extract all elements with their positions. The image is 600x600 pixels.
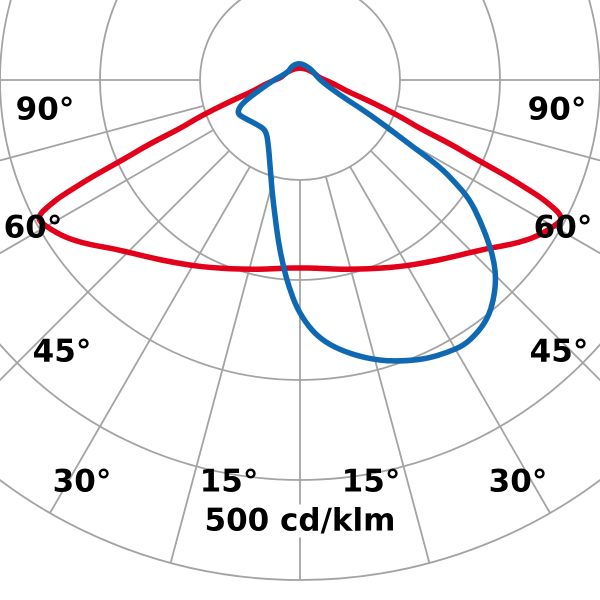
grid-ring — [199, 0, 401, 181]
gamma-label-90-left: 90° — [15, 91, 75, 128]
grid-ray — [0, 129, 214, 255]
scale-label: 500 cd/klm — [198, 504, 402, 538]
gamma-label-60-left: 60° — [3, 209, 63, 246]
grid-ray — [169, 176, 275, 564]
polar-grid — [0, 0, 600, 581]
grid-ray — [370, 150, 600, 382]
grid-ray — [396, 105, 600, 162]
red-curve — [36, 65, 564, 272]
grid-ray — [325, 176, 431, 564]
grid-ray — [49, 166, 251, 514]
grid-ray — [0, 150, 230, 382]
grid-ray — [349, 166, 551, 514]
gamma-label-45-right: 45° — [529, 333, 589, 370]
gamma-label-15-left: 15° — [199, 463, 259, 500]
grid-ray — [386, 129, 600, 255]
blue-curve — [235, 61, 499, 364]
gamma-label-60-right: 60° — [533, 209, 593, 246]
gamma-label-15-right: 15° — [341, 463, 401, 500]
grid-ray — [0, 105, 204, 162]
gamma-label-30-right: 30° — [488, 463, 548, 500]
gamma-label-30-left: 30° — [52, 463, 112, 500]
gamma-label-90-right: 90° — [527, 91, 587, 128]
gamma-label-45-left: 45° — [32, 333, 92, 370]
